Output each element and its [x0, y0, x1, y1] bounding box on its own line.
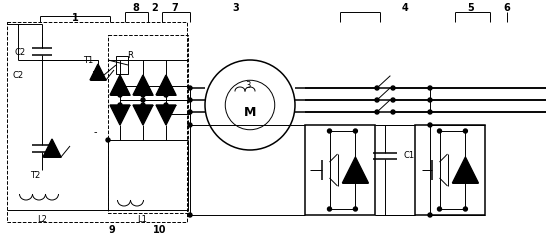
- Circle shape: [464, 129, 468, 133]
- Circle shape: [375, 98, 379, 102]
- Circle shape: [141, 103, 145, 107]
- Polygon shape: [133, 105, 153, 125]
- Text: 3: 3: [233, 3, 239, 13]
- Text: 10: 10: [153, 225, 167, 235]
- Bar: [116, 56, 128, 74]
- Bar: [415, 125, 485, 215]
- Text: 5: 5: [468, 3, 474, 13]
- Text: R: R: [127, 50, 133, 60]
- Circle shape: [118, 93, 122, 97]
- Bar: [305, 125, 375, 215]
- Text: M: M: [244, 105, 256, 119]
- Text: 4: 4: [402, 3, 408, 13]
- Circle shape: [188, 98, 192, 102]
- Circle shape: [428, 213, 432, 217]
- Text: 7: 7: [172, 3, 178, 13]
- Circle shape: [327, 207, 332, 211]
- Circle shape: [141, 98, 145, 102]
- Circle shape: [141, 93, 145, 97]
- Circle shape: [188, 123, 192, 127]
- Text: T1: T1: [83, 55, 93, 65]
- Bar: [108, 35, 188, 213]
- Circle shape: [118, 84, 122, 88]
- Bar: [7, 22, 187, 222]
- Text: L2: L2: [37, 216, 47, 224]
- Circle shape: [428, 86, 432, 90]
- Polygon shape: [43, 139, 61, 157]
- Text: C2: C2: [15, 48, 26, 56]
- Text: 6: 6: [504, 3, 510, 13]
- Circle shape: [428, 98, 432, 102]
- Polygon shape: [90, 64, 106, 80]
- Circle shape: [464, 207, 468, 211]
- Text: L1: L1: [137, 216, 147, 224]
- Circle shape: [164, 112, 168, 116]
- Text: 3: 3: [245, 81, 251, 89]
- Text: C2: C2: [13, 71, 24, 80]
- Circle shape: [188, 213, 192, 217]
- Polygon shape: [133, 75, 153, 95]
- Circle shape: [428, 123, 432, 127]
- Text: +: +: [91, 67, 99, 77]
- Circle shape: [391, 98, 395, 102]
- Circle shape: [375, 86, 379, 90]
- Circle shape: [437, 207, 442, 211]
- Text: 9: 9: [109, 225, 116, 235]
- Circle shape: [391, 110, 395, 114]
- Polygon shape: [110, 75, 130, 95]
- Text: 1: 1: [72, 13, 78, 23]
- Circle shape: [428, 110, 432, 114]
- Circle shape: [354, 129, 358, 133]
- Text: C1: C1: [403, 152, 414, 161]
- Circle shape: [391, 86, 395, 90]
- Polygon shape: [343, 157, 368, 183]
- Text: 2: 2: [152, 3, 158, 13]
- Circle shape: [188, 110, 192, 114]
- Circle shape: [106, 138, 110, 142]
- Circle shape: [437, 129, 442, 133]
- Circle shape: [118, 103, 122, 107]
- Text: -: -: [94, 127, 97, 137]
- Polygon shape: [156, 75, 176, 95]
- Polygon shape: [110, 105, 130, 125]
- Text: T2: T2: [30, 170, 40, 179]
- Circle shape: [327, 129, 332, 133]
- Polygon shape: [156, 105, 176, 125]
- Polygon shape: [453, 157, 478, 183]
- Circle shape: [375, 110, 379, 114]
- Circle shape: [164, 93, 168, 97]
- Circle shape: [164, 103, 168, 107]
- Circle shape: [354, 207, 358, 211]
- Circle shape: [188, 86, 192, 90]
- Text: 8: 8: [133, 3, 140, 13]
